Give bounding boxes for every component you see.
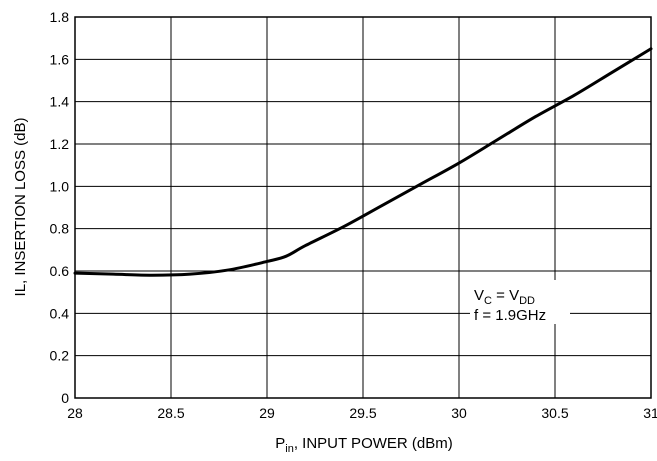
annotation-background (470, 280, 570, 324)
x-tick-labels: 28 28.5 29 29.5 30 30.5 31 (67, 405, 657, 421)
annotation-frequency: f = 1.9GHz (474, 307, 546, 324)
y-tick-label: 0.8 (50, 221, 70, 237)
y-tick-label: 1.8 (50, 9, 70, 25)
annotation-supply: VC = VDD (474, 287, 535, 307)
x-tick-label: 28 (67, 405, 83, 421)
y-tick-label: 0.6 (50, 263, 70, 279)
x-tick-label: 29 (259, 405, 275, 421)
x-axis-label: Pin, INPUT POWER (dBm) (275, 435, 452, 455)
y-tick-label: 1.6 (50, 51, 70, 67)
plot-frame (74, 16, 652, 399)
grid (74, 16, 652, 399)
x-tick-label: 30.5 (541, 405, 568, 421)
x-tick-label: 29.5 (349, 405, 376, 421)
x-tick-label: 31 (643, 405, 657, 421)
y-axis-label: IL, INSERTION LOSS (dB) (12, 118, 29, 297)
y-tick-label: 0.4 (50, 305, 70, 321)
y-tick-label: 0 (61, 390, 69, 406)
y-tick-labels: 0 0.2 0.4 0.6 0.8 1.0 1.2 1.4 1.6 1.8 (50, 9, 70, 406)
series-line (73, 47, 653, 277)
y-tick-label: 0.2 (50, 348, 70, 364)
x-tick-label: 30 (451, 405, 467, 421)
y-tick-label: 1.2 (50, 136, 70, 152)
x-tick-label: 28.5 (157, 405, 184, 421)
y-tick-label: 1.4 (50, 94, 70, 110)
y-tick-label: 1.0 (50, 178, 70, 194)
